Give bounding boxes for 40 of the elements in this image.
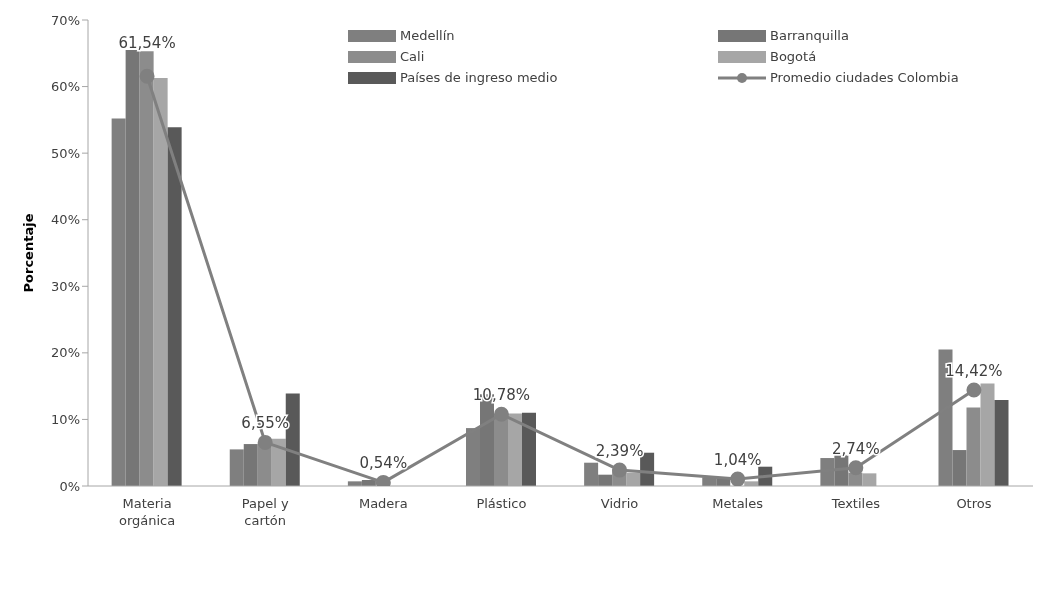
legend-label: Medellín	[400, 28, 455, 43]
legend-label: Cali	[400, 49, 425, 64]
x-tick-label: Plástico	[476, 496, 527, 511]
x-tick-label: Papel y cartón	[241, 496, 289, 528]
y-tick-label: 10%	[51, 412, 80, 428]
x-tick-label: Vidrio	[600, 496, 639, 511]
x-tick-label: Materia orgánica	[118, 496, 176, 528]
y-tick-label: 0%	[59, 478, 80, 494]
x-tick-label: Madera	[358, 496, 408, 511]
y-tick-label: 20%	[51, 345, 80, 361]
data-label: 1,04%	[713, 451, 762, 470]
x-tick-label: Textiles	[830, 496, 881, 511]
bar	[167, 127, 182, 486]
point	[257, 434, 273, 450]
bar	[522, 412, 536, 486]
x-tick-label: Otros	[956, 496, 992, 511]
point	[966, 382, 982, 398]
point	[848, 460, 864, 476]
point	[493, 406, 509, 422]
legend-label: Barranquilla	[770, 28, 849, 43]
data-label: 0,54%	[359, 454, 408, 473]
bar	[966, 407, 981, 486]
y-tick-label: 40%	[51, 212, 80, 228]
point	[139, 68, 155, 84]
point	[612, 462, 628, 478]
data-label: 2,74%	[831, 439, 880, 458]
y-tick-label: 30%	[51, 278, 80, 294]
y-tick-label: 70%	[51, 12, 80, 28]
data-label: 61,54%	[118, 33, 176, 52]
y-axis-title: Porcentaje	[20, 213, 36, 293]
y-tick-label: 60%	[51, 79, 80, 95]
y-tick-label: 50%	[51, 145, 80, 161]
legend-label: Promedio ciudades Colombia	[770, 70, 959, 85]
legend-label: Bogotá	[770, 49, 817, 64]
point	[730, 471, 746, 486]
bar	[994, 400, 1009, 486]
x-tick-label: Metales	[712, 496, 764, 511]
data-label: 10,78%	[472, 386, 531, 405]
legend-label: Países de ingreso medio	[400, 70, 558, 85]
data-label: 2,39%	[595, 442, 644, 461]
